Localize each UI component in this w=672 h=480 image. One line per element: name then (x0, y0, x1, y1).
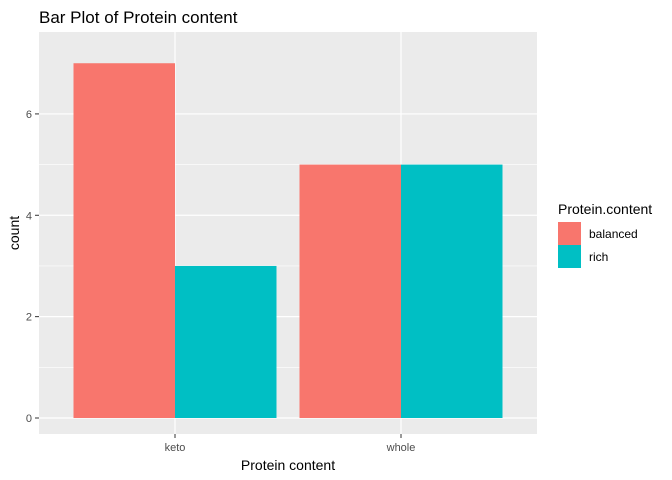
legend-label-rich: rich (589, 250, 608, 264)
legend-title: Protein.content (558, 201, 652, 217)
x-axis-ticks: keto whole (165, 434, 416, 454)
legend-key-rich (558, 245, 581, 268)
bar-whole-rich (401, 164, 503, 418)
bar-whole-balanced (299, 164, 401, 418)
chart-title: Bar Plot of Protein content (39, 8, 238, 27)
bar-keto-rich (175, 265, 277, 418)
y-tick-label: 2 (26, 312, 32, 324)
y-tick-label: 6 (26, 109, 32, 121)
y-axis-ticks: 0 2 4 6 (26, 109, 39, 425)
y-tick-label: 0 (26, 413, 32, 425)
legend-label-balanced: balanced (589, 227, 638, 241)
y-axis-title: count (6, 216, 22, 250)
x-tick-label: keto (165, 442, 186, 454)
legend: Protein.content balanced rich (558, 201, 652, 268)
bar-keto-balanced (73, 63, 175, 418)
x-tick-label: whole (386, 442, 416, 454)
bars (73, 63, 503, 418)
x-axis-title: Protein content (241, 457, 335, 473)
legend-key-balanced (558, 222, 581, 245)
y-tick-label: 4 (26, 210, 32, 222)
